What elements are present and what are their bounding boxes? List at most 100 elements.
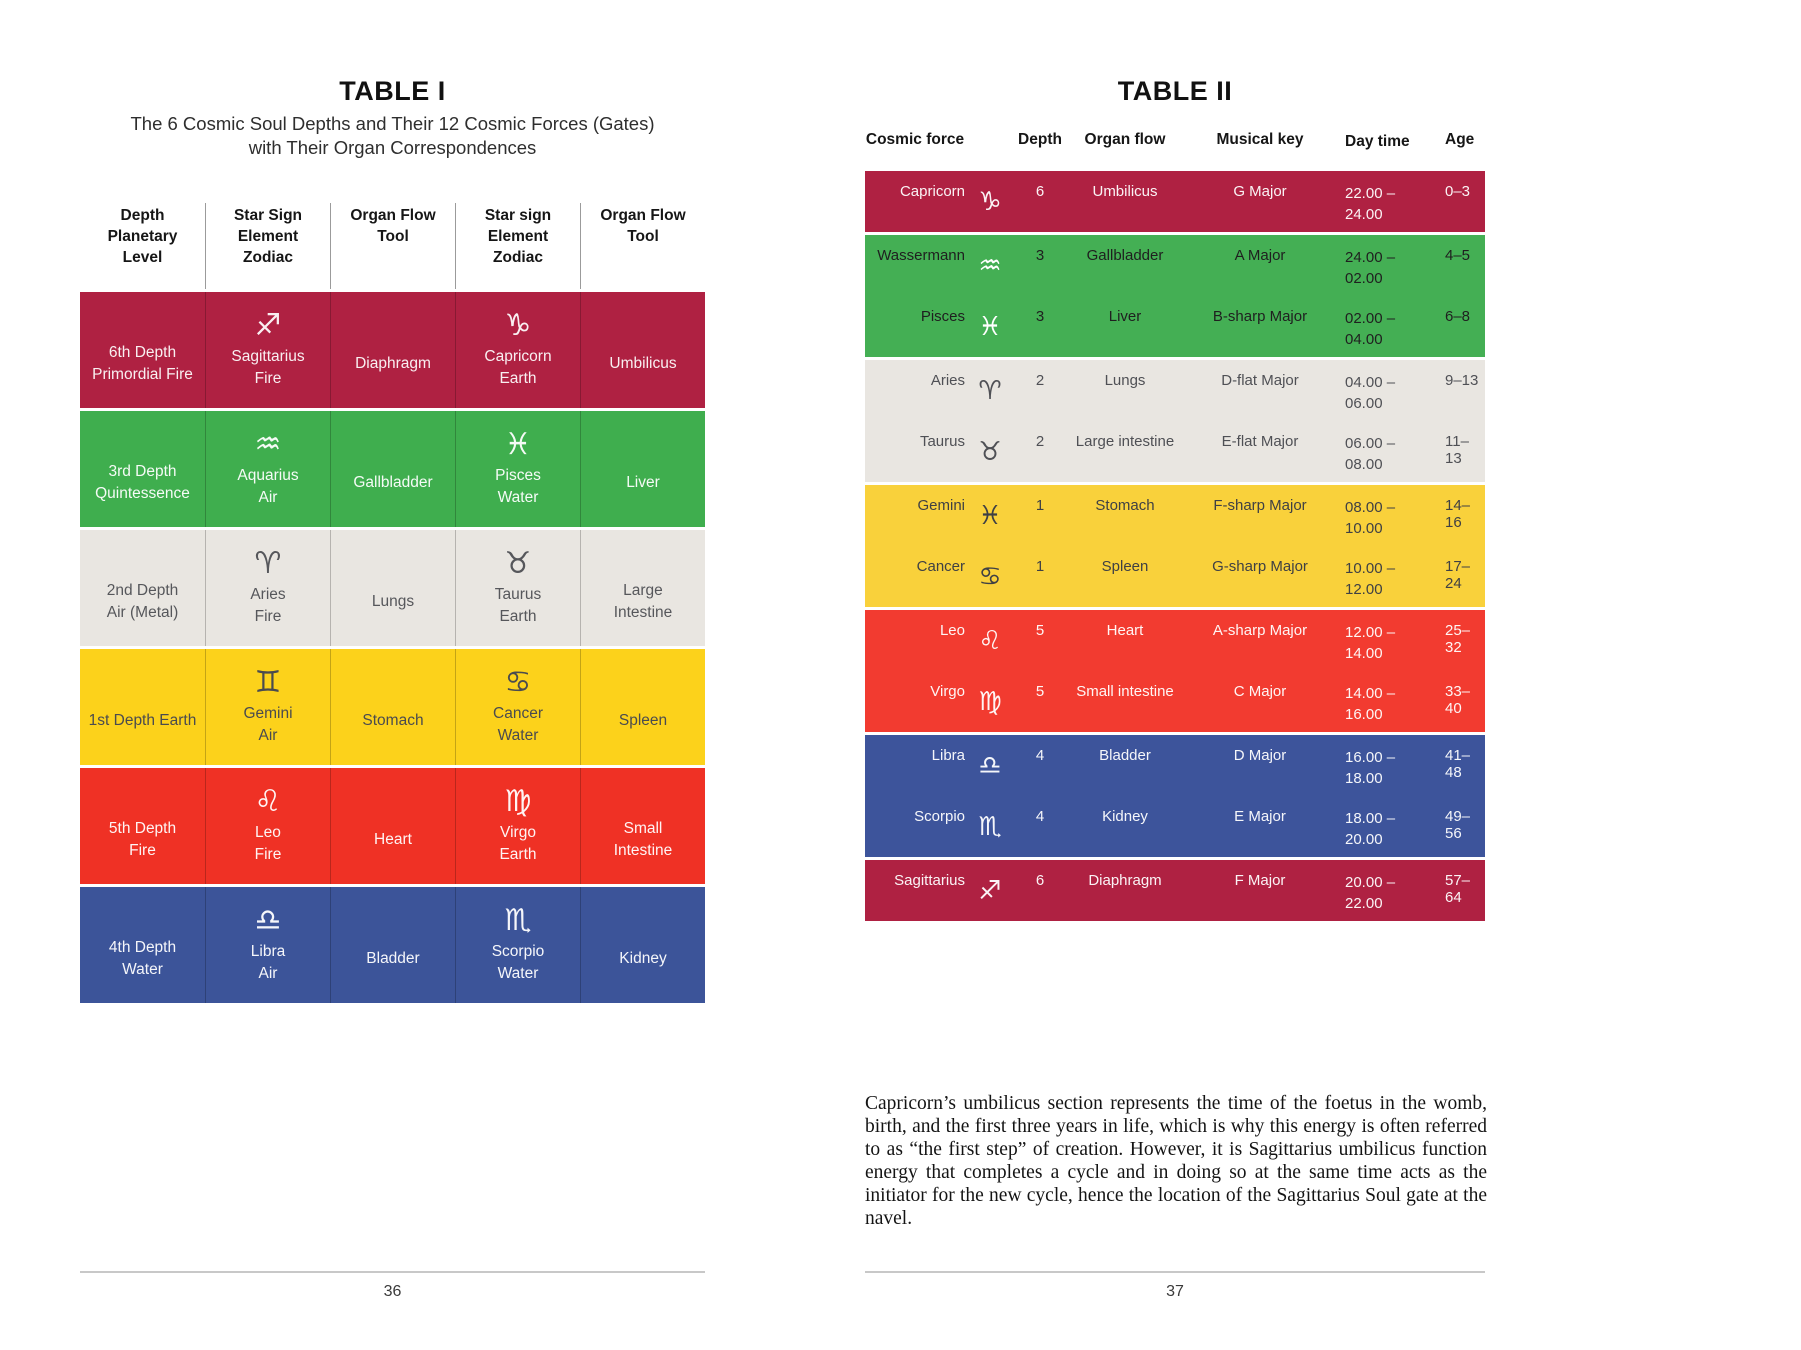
age-value: 49–56: [1445, 808, 1471, 842]
cosmic-force-label: Scorpio: [914, 808, 965, 825]
header-spacer: [965, 131, 1015, 152]
body-paragraph: Capricorn’s umbilicus section represents…: [865, 1093, 1487, 1229]
table-row: Aries ♈ 2 Lungs D-flat Major 04.00 – 06.…: [865, 360, 1485, 421]
musical-key-value: D-flat Major: [1221, 372, 1299, 389]
cosmic-force-label: Virgo: [930, 683, 965, 700]
depth-label: 4th Depth Water: [108, 939, 177, 978]
table-row: Taurus ♉ 2 Large intestine E-flat Major …: [865, 421, 1485, 482]
organ-flow-value: Heart: [1106, 622, 1144, 639]
day-time-value: 06.00 – 08.00: [1345, 435, 1396, 473]
depth-cell: 1st Depth Earth: [80, 649, 205, 765]
organ-cell: Kidney: [580, 887, 705, 1003]
organ-cell: Spleen: [580, 649, 705, 765]
cosmic-force-label: Cancer: [916, 558, 965, 575]
day-time-value: 12.00 – 14.00: [1345, 624, 1396, 662]
scorpio-zodiac-icon: ♏: [504, 903, 532, 938]
organ-label: Large Intestine: [613, 582, 673, 621]
header-cosmic-force: Cosmic force: [865, 131, 965, 148]
table-row: Sagittarius ♐ 6 Diaphragm F Major 20.00 …: [865, 860, 1485, 921]
organ-cell: Small Intestine: [580, 768, 705, 884]
depth1-group: Gemini ♓ 1 Stomach F-sharp Major 08.00 –…: [865, 485, 1485, 607]
age-value: 17–24: [1445, 558, 1471, 592]
pisces-zodiac-icon: ♓: [978, 311, 1002, 342]
depth-label: 5th Depth Fire: [108, 820, 177, 859]
table-row: Libra ♎ 4 Bladder D Major 16.00 – 18.00 …: [865, 735, 1485, 796]
header-organ-flow-tool-2: Organ Flow Tool: [580, 203, 705, 289]
taurus-zodiac-icon: ♉: [978, 436, 1002, 467]
day-time-value: 04.00 – 06.00: [1345, 374, 1396, 412]
organ-cell: Lungs: [330, 530, 455, 646]
gemini-zodiac-icon: ♊: [254, 665, 282, 700]
cancer-zodiac-icon: ♋: [504, 665, 532, 700]
zodiac-label: Pisces Water: [495, 467, 541, 506]
zodiac-label: Sagittarius Fire: [231, 348, 305, 387]
page-number-right: 37: [1166, 1283, 1184, 1300]
zodiac-cell: ♐ Sagittarius Fire: [205, 292, 330, 408]
table1: Depth Planetary Level Star Sign Element …: [80, 203, 705, 1003]
organ-flow-value: Kidney: [1102, 808, 1148, 825]
depth3-group: Wassermann ♒ 3 Gallbladder A Major 24.00…: [865, 235, 1485, 357]
table1-subtitle: The 6 Cosmic Soul Depths and Their 12 Co…: [130, 113, 655, 158]
depth-value: 4: [1035, 808, 1045, 825]
table-row: 2nd Depth Air (Metal) ♈ Aries Fire Lungs …: [80, 530, 705, 646]
table-row: Virgo ♍ 5 Small intestine C Major 14.00 …: [865, 671, 1485, 732]
header-organ-flow: Organ flow: [1084, 131, 1166, 148]
sagittarius-zodiac-icon: ♐: [254, 308, 282, 343]
age-value: 0–3: [1445, 183, 1471, 200]
capricorn-zodiac-icon: ♑: [978, 186, 1002, 217]
depth5-group: Leo ♌ 5 Heart A-sharp Major 12.00 – 14.0…: [865, 610, 1485, 732]
depth-value: 5: [1035, 622, 1045, 639]
zodiac-cell: ♒ Aquarius Air: [205, 411, 330, 527]
libra-zodiac-icon: ♎: [254, 903, 282, 938]
header-day-time: Day time: [1345, 133, 1410, 150]
depth-cell: 5th Depth Fire: [80, 768, 205, 884]
gemini-row-zodiac-icon: ♓: [978, 500, 1002, 531]
page-number-left: 36: [383, 1283, 402, 1300]
depth2-group: Aries ♈ 2 Lungs D-flat Major 04.00 – 06.…: [865, 360, 1485, 482]
zodiac-label: Virgo Earth: [499, 824, 537, 863]
organ-label: Heart: [374, 831, 412, 848]
depth-value: 1: [1035, 558, 1045, 575]
depth-value: 3: [1035, 308, 1045, 325]
zodiac-label: Cancer Water: [493, 705, 543, 744]
day-time-value: 16.00 – 18.00: [1345, 749, 1396, 787]
table2-title: TABLE II: [1117, 76, 1233, 106]
cosmic-force-label: Aries: [930, 372, 965, 389]
taurus-zodiac-icon: ♉: [504, 546, 532, 581]
organ-flow-value: Diaphragm: [1088, 872, 1162, 889]
organ-label: Liver: [626, 474, 660, 491]
organ-flow-value: Bladder: [1099, 747, 1151, 764]
table-row: Cancer ♋ 1 Spleen G-sharp Major 10.00 – …: [865, 546, 1485, 607]
musical-key-value: A Major: [1234, 247, 1286, 264]
zodiac-label: Taurus Earth: [494, 586, 542, 625]
cosmic-force-label: Leo: [939, 622, 965, 639]
depth-value: 2: [1035, 372, 1045, 389]
age-value: 57–64: [1445, 872, 1471, 906]
aries-zodiac-icon: ♈: [978, 375, 1002, 406]
organ-label: Diaphragm: [355, 355, 431, 372]
cosmic-force-label: Libra: [931, 747, 965, 764]
organ-flow-value: Gallbladder: [1086, 247, 1164, 264]
table-row: Capricorn ♑ 6 Umbilicus G Major 22.00 – …: [865, 171, 1485, 232]
organ-cell: Stomach: [330, 649, 455, 765]
table-row: Pisces ♓ 3 Liver B-sharp Major 02.00 – 0…: [865, 296, 1485, 357]
zodiac-label: Leo Fire: [254, 824, 282, 863]
scorpio-zodiac-icon: ♏: [978, 811, 1002, 842]
header-depth: Depth: [1018, 131, 1062, 148]
sagittarius-zodiac-icon: ♐: [978, 875, 1002, 906]
zodiac-label: Scorpio Water: [491, 943, 545, 982]
depth-value: 3: [1035, 247, 1045, 264]
organ-flow-value: Lungs: [1104, 372, 1146, 389]
organ-cell: Gallbladder: [330, 411, 455, 527]
depth6-group-bottom: Sagittarius ♐ 6 Diaphragm F Major 20.00 …: [865, 860, 1485, 921]
zodiac-cell: ♍ Virgo Earth: [455, 768, 580, 884]
depth-label: 6th Depth Primordial Fire: [92, 344, 193, 383]
cosmic-force-label: Capricorn: [899, 183, 965, 200]
musical-key-value: F Major: [1234, 872, 1286, 889]
day-time-value: 22.00 – 24.00: [1345, 185, 1396, 223]
musical-key-value: A-sharp Major: [1212, 622, 1308, 639]
day-time-value: 10.00 – 12.00: [1345, 560, 1396, 598]
aquarius-zodiac-icon: ♒: [978, 250, 1002, 281]
virgo-zodiac-icon: ♍: [978, 686, 1002, 717]
